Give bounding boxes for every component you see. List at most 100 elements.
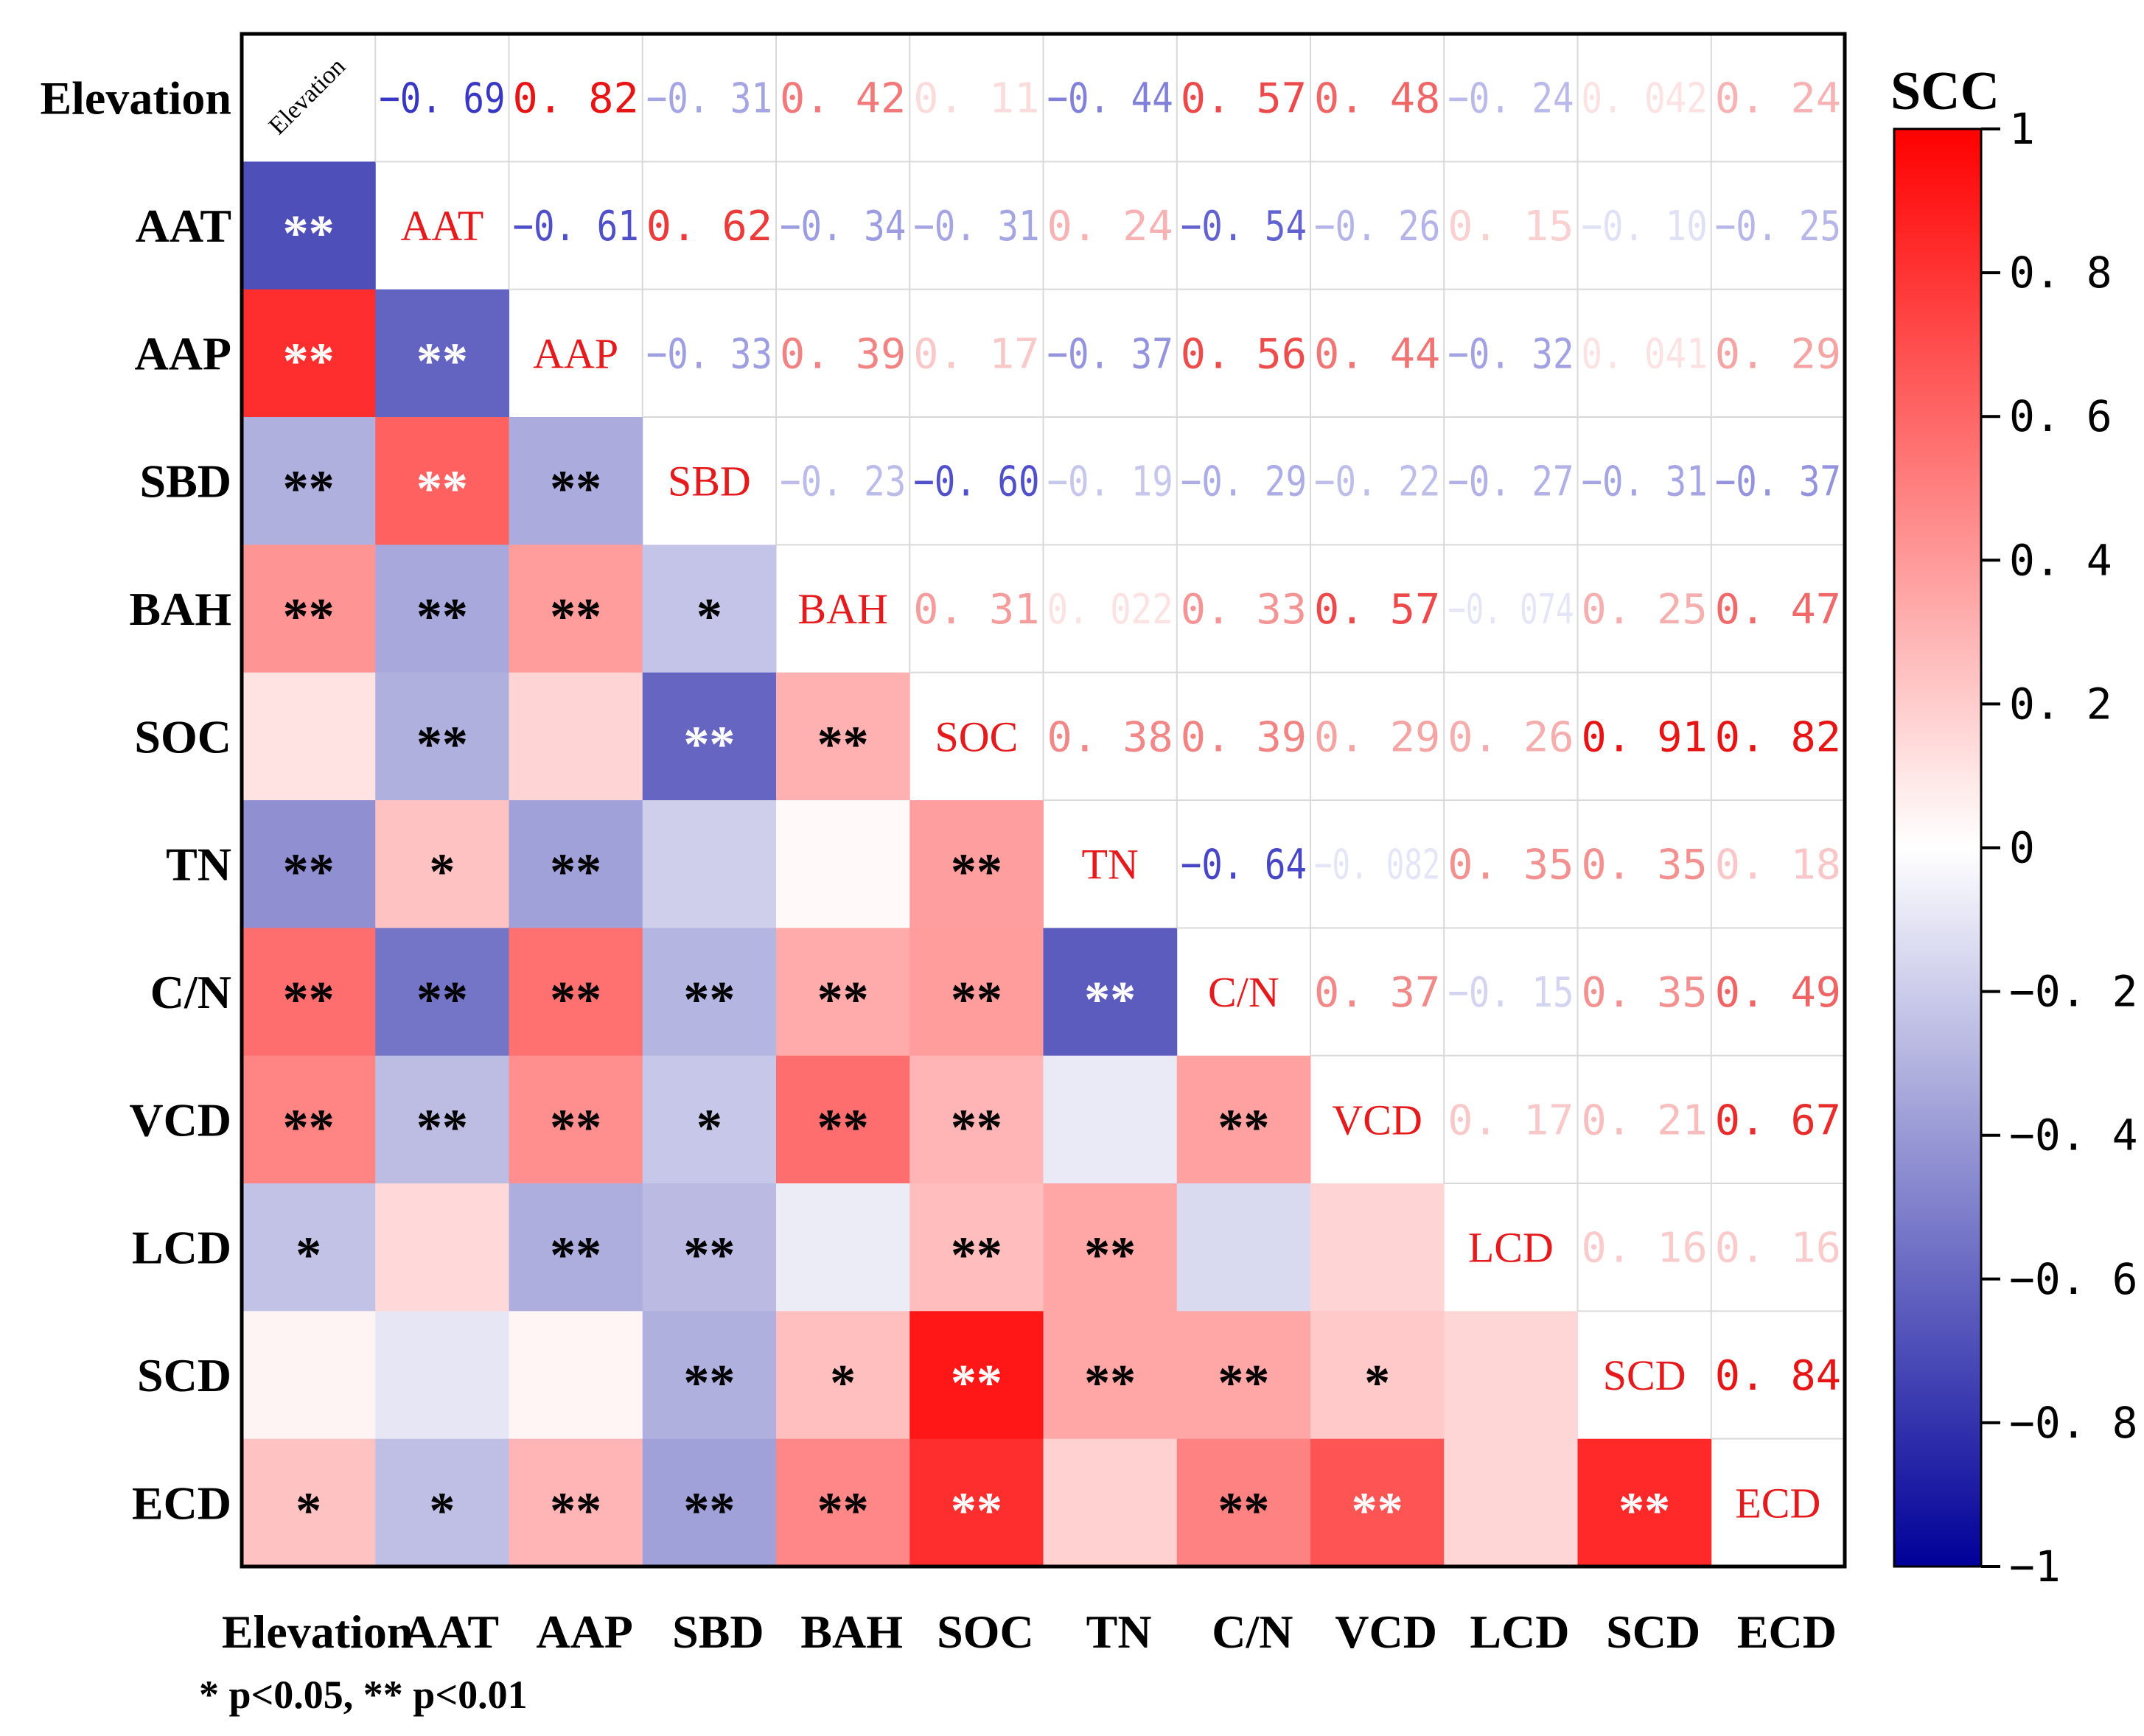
heatmap-cell: [642, 800, 777, 928]
heatmap-cell: [242, 1055, 376, 1184]
correlation-value: −0. 10: [1582, 203, 1708, 251]
heatmap-cell: [909, 1183, 1044, 1312]
correlation-value: 0. 84: [1715, 1352, 1841, 1400]
correlation-value: 0. 42: [780, 75, 906, 123]
heatmap-cell: [776, 672, 910, 801]
colorbar-tick-label: −0. 8: [2009, 1398, 2138, 1448]
colorbar-tick-label: −1: [2009, 1541, 2061, 1592]
heatmap-cell: [1444, 1438, 1578, 1567]
heatmap-cell: [642, 1311, 777, 1440]
colorbar-tick-label: −0. 4: [2009, 1110, 2138, 1161]
plot-frame: [240, 32, 1847, 1569]
correlation-value: −0. 31: [913, 203, 1039, 251]
heatmap-cell: [375, 928, 509, 1057]
colorbar-tick-label: 0. 8: [2009, 248, 2112, 298]
significance-stars: **: [1084, 1355, 1136, 1412]
significance-stars: **: [683, 1355, 735, 1412]
column-label: BAH: [800, 1606, 903, 1658]
row-label: AAT: [136, 200, 231, 252]
significance-stars: **: [1218, 1099, 1269, 1156]
diagonal-label: ECD: [1735, 1479, 1820, 1527]
heatmap-cell: [1043, 928, 1178, 1057]
significance-stars: **: [283, 333, 335, 390]
row-label: TN: [166, 839, 231, 891]
heatmap-cell: [642, 672, 777, 801]
grid-layer: [240, 32, 1847, 1569]
significance-stars: **: [817, 716, 869, 773]
correlation-value: 0. 041: [1582, 330, 1708, 378]
heatmap-cell: [509, 1055, 643, 1184]
significance-stars: *: [696, 1099, 722, 1156]
heatmap-cell: [242, 545, 376, 673]
correlation-value: −0. 22: [1314, 458, 1440, 506]
significance-stars: **: [550, 461, 601, 518]
heatmap-cell: [509, 545, 643, 673]
correlation-value: 0. 39: [780, 330, 906, 378]
correlation-value: 0. 35: [1448, 841, 1574, 889]
correlation-value: −0. 29: [1181, 458, 1307, 506]
significance-footnote: * p<0.05, ** p<0.01: [199, 1673, 528, 1717]
heatmap-cell: [375, 800, 509, 928]
column-label: SOC: [937, 1606, 1034, 1658]
correlation-value: 0. 11: [913, 75, 1039, 123]
correlation-value: 0. 16: [1715, 1225, 1841, 1273]
significance-stars: **: [416, 589, 468, 645]
correlation-value: 0. 57: [1181, 75, 1307, 123]
row-label: SCD: [137, 1349, 231, 1401]
row-label: AAP: [134, 327, 231, 379]
significance-stars: **: [283, 972, 335, 1029]
diagonal-label: AAT: [400, 202, 483, 250]
colorbar-tick-label: 0. 4: [2009, 535, 2112, 585]
diagonal-label: TN: [1081, 841, 1138, 889]
correlation-value: 0. 35: [1582, 969, 1708, 1017]
row-label: SBD: [140, 455, 232, 508]
correlation-value: 0. 67: [1715, 1096, 1841, 1144]
significance-stars: **: [550, 589, 601, 645]
colorbar-gradient: [1893, 127, 1983, 1568]
correlation-value: 0. 29: [1715, 330, 1841, 378]
significance-stars: **: [683, 1483, 735, 1539]
heatmap-cell: [776, 1311, 910, 1440]
correlation-value: −0. 33: [646, 330, 772, 378]
heatmap-cell: [909, 1438, 1044, 1567]
correlation-value: −0. 32: [1448, 330, 1574, 378]
correlation-value: −0. 44: [1047, 75, 1173, 123]
correlation-value: 0. 62: [646, 203, 772, 251]
heatmap-cell: [375, 545, 509, 673]
heatmap-cell: [375, 1438, 509, 1567]
significance-stars: **: [1352, 1483, 1403, 1539]
heatmap-cell: [909, 800, 1044, 928]
correlation-value: 0. 26: [1448, 713, 1574, 761]
footnote: * p<0.05, ** p<0.01: [199, 1673, 528, 1717]
heatmap-cell: [509, 928, 643, 1057]
significance-stars: **: [951, 1483, 1002, 1539]
correlation-value: 0. 56: [1181, 330, 1307, 378]
significance-stars: **: [951, 1228, 1002, 1284]
heatmap-cell: [776, 800, 910, 928]
row-label: BAH: [129, 583, 231, 635]
colorbar-tick-label: 0. 2: [2009, 679, 2112, 729]
correlation-value: −0. 26: [1314, 203, 1440, 251]
colorbar-tick-label: 0. 6: [2009, 391, 2112, 441]
significance-stars: *: [429, 1483, 455, 1539]
heatmap-cell: [642, 1438, 777, 1567]
column-label: LCD: [1470, 1606, 1569, 1658]
heatmap-cell: [909, 1055, 1044, 1184]
correlation-value: 0. 042: [1582, 75, 1708, 123]
significance-stars: **: [951, 1355, 1002, 1412]
correlation-value: 0. 47: [1715, 586, 1841, 634]
correlation-value: 0. 17: [913, 330, 1039, 378]
colorbar-tick-label: 1: [2009, 104, 2035, 154]
significance-stars: *: [830, 1355, 856, 1412]
significance-stars: **: [817, 1483, 869, 1539]
significance-stars: **: [683, 1228, 735, 1284]
significance-stars: *: [696, 589, 722, 645]
significance-stars: **: [416, 333, 468, 390]
correlation-value: −0. 082: [1314, 841, 1440, 889]
heatmap-cell: [1444, 1311, 1578, 1440]
significance-stars: *: [296, 1483, 321, 1539]
correlation-value: 0. 24: [1047, 203, 1173, 251]
heatmap-cell: [1310, 1311, 1445, 1440]
heatmap-cell: [642, 545, 777, 673]
